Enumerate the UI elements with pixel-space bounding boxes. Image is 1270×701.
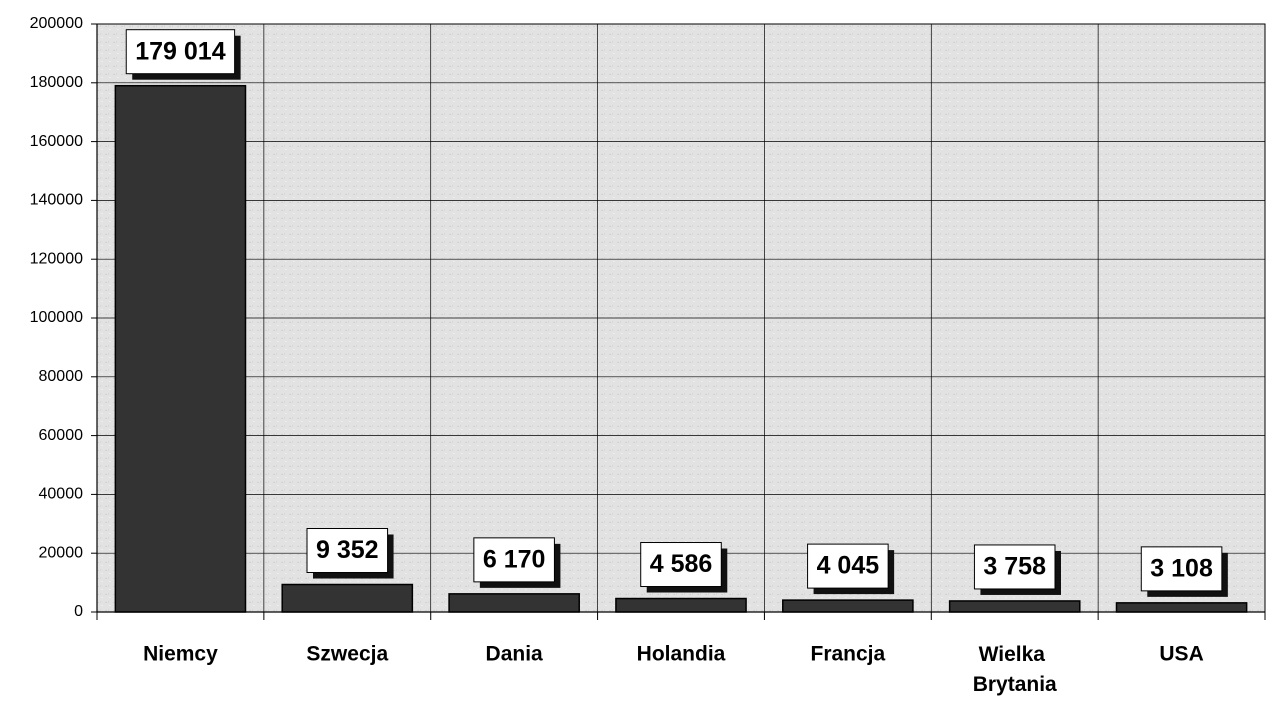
x-tick-label: Wielka Brytania <box>973 643 1057 696</box>
value-label-box <box>640 542 722 588</box>
value-label: 179 014 <box>135 37 225 65</box>
value-label: 6 170 <box>483 545 546 573</box>
x-tick-label: USA <box>1159 643 1203 666</box>
y-tick-label: 60000 <box>39 427 84 444</box>
value-label-box <box>807 543 889 589</box>
y-tick-label: 120000 <box>30 250 83 267</box>
x-tick-label: Niemcy <box>143 643 218 666</box>
value-label-box <box>125 29 236 75</box>
value-label: 9 352 <box>316 536 379 564</box>
bar <box>782 599 914 613</box>
y-tick-label: 160000 <box>30 133 83 150</box>
x-tick-label: Holandia <box>637 643 726 666</box>
x-tick-label: Francja <box>811 643 886 666</box>
value-label-box <box>306 528 389 574</box>
y-tick-label: 0 <box>74 603 83 620</box>
y-tick-label: 180000 <box>30 74 83 91</box>
y-tick-label: 200000 <box>30 15 83 32</box>
value-label: 3 108 <box>1150 554 1213 582</box>
value-label: 4 045 <box>817 552 880 580</box>
value-label-box <box>973 544 1056 590</box>
y-tick-label: 100000 <box>30 309 83 326</box>
y-tick-label: 140000 <box>30 192 83 209</box>
bar <box>615 597 747 613</box>
value-label: 4 586 <box>650 550 713 578</box>
y-tick-label: 80000 <box>39 368 84 385</box>
bar <box>1115 602 1248 613</box>
value-label-box <box>1140 546 1223 592</box>
bar <box>948 600 1081 613</box>
y-tick-label: 20000 <box>39 544 84 561</box>
y-tick-label: 40000 <box>39 486 84 503</box>
bar <box>448 593 580 613</box>
bar <box>281 583 414 613</box>
x-tick-label: Szwecja <box>306 643 388 666</box>
bar <box>114 84 247 613</box>
x-tick-label: Dania <box>486 643 544 666</box>
value-label-box <box>473 537 555 583</box>
value-label: 3 758 <box>983 553 1046 581</box>
